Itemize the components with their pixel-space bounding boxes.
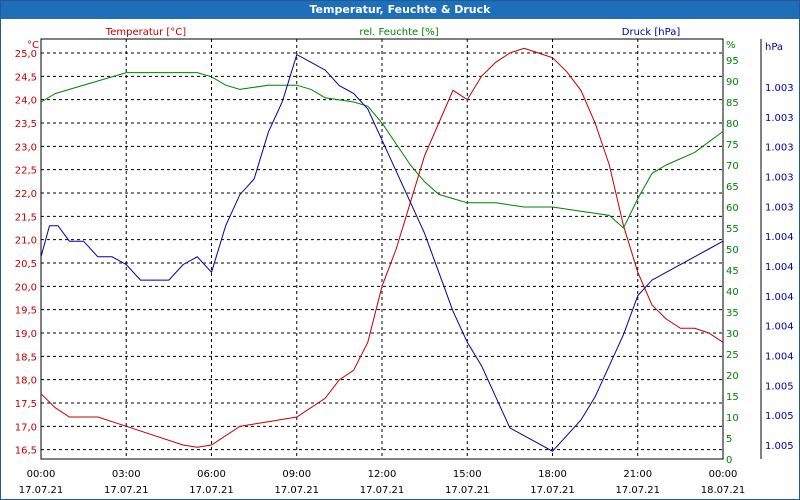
y-left-tick-label: 22,0 <box>15 189 37 200</box>
y-right1-tick-label: 85 <box>726 98 739 109</box>
y-right1-tick-label: 30 <box>726 329 739 340</box>
y-left-tick-label: 24,5 <box>15 72 37 83</box>
y-right2-tick-label: 1.003 <box>765 173 794 184</box>
y-right1-tick-label: 50 <box>726 245 739 256</box>
y-right1-axis-title: rel. Feuchte [%] <box>359 27 438 38</box>
y-right2-tick-label: 1.005 <box>765 411 794 422</box>
y-left-tick-label: 24,0 <box>15 96 37 107</box>
y-right2-tick-label: 1.004 <box>765 292 794 303</box>
y-right1-tick-label: 20 <box>726 371 739 382</box>
x-tick-time-label: 21:00 <box>623 469 652 480</box>
x-tick-date-label: 17.07.21 <box>189 485 234 496</box>
x-tick-date-label: 17.07.21 <box>360 485 405 496</box>
y-left-tick-label: 23,0 <box>15 142 37 153</box>
y-left-tick-label: 25,0 <box>15 49 37 60</box>
x-tick-time-label: 00:00 <box>27 469 56 480</box>
series-line-right1 <box>40 72 724 229</box>
y-right1-unit: % <box>726 40 736 51</box>
y-left-tick-label: 17,5 <box>15 399 37 410</box>
y-right2-tick-label: 1.004 <box>765 322 794 333</box>
y-right2-tick-label: 1.003 <box>765 202 794 213</box>
y-right1-tick-label: 15 <box>726 392 739 403</box>
x-tick-time-label: 03:00 <box>112 469 141 480</box>
y-right2-axis-title: Druck [hPa] <box>622 27 681 38</box>
y-left-tick-label: 20,0 <box>15 282 37 293</box>
x-tick-date-label: 17.07.21 <box>530 485 575 496</box>
y-left-tick-label: 16,5 <box>15 446 37 457</box>
x-tick-date-label: 17.07.21 <box>615 485 660 496</box>
y-left-tick-label: 23,5 <box>15 119 37 130</box>
series-line-right2 <box>40 53 724 452</box>
y-right1-tick-label: 45 <box>726 266 739 277</box>
y-right1-tick-label: 65 <box>726 182 739 193</box>
y-left-tick-label: 20,5 <box>15 259 37 270</box>
y-right2-tick-label: 1.004 <box>765 352 794 363</box>
y-right1-tick-label: 95 <box>726 56 739 67</box>
y-right1-tick-label: 40 <box>726 287 739 298</box>
y-right1-tick-label: 60 <box>726 203 739 214</box>
x-tick-time-label: 09:00 <box>282 469 311 480</box>
x-tick-time-label: 00:00 <box>709 469 738 480</box>
y-right2-tick-label: 1.004 <box>765 262 794 273</box>
y-right1-tick-label: 10 <box>726 413 739 424</box>
x-tick-time-label: 12:00 <box>368 469 397 480</box>
x-tick-date-label: 17.07.21 <box>445 485 490 496</box>
y-right2-tick-label: 1.003 <box>765 143 794 154</box>
x-tick-date-label: 17.07.21 <box>274 485 319 496</box>
y-right2-tick-label: 1.005 <box>765 441 794 452</box>
x-tick-time-label: 15:00 <box>453 469 482 480</box>
y-left-tick-label: 18,0 <box>15 376 37 387</box>
y-right2-tick-label: 1.004 <box>765 232 794 243</box>
x-tick-time-label: 18:00 <box>538 469 567 480</box>
y-left-tick-label: 19,0 <box>15 329 37 340</box>
y-left-tick-label: 18,5 <box>15 352 37 363</box>
y-right2-unit: hPa <box>765 42 783 53</box>
y-right2-tick-label: 1.005 <box>765 381 794 392</box>
y-right2-tick-label: 1.003 <box>765 113 794 124</box>
y-right1-tick-label: 80 <box>726 119 739 130</box>
y-right1-tick-label: 90 <box>726 77 739 88</box>
x-tick-date-label: 17.07.21 <box>19 485 64 496</box>
y-left-tick-label: 22,5 <box>15 166 37 177</box>
y-left-unit: °C <box>27 40 39 51</box>
y-right1-tick-label: 0 <box>726 455 732 466</box>
y-left-tick-label: 17,0 <box>15 422 37 433</box>
y-left-tick-label: 19,5 <box>15 306 37 317</box>
x-tick-time-label: 06:00 <box>197 469 226 480</box>
y-right1-tick-label: 55 <box>726 224 739 235</box>
window-title: Temperatur, Feuchte & Druck <box>1 1 799 19</box>
y-right2-tick-label: 1.003 <box>765 83 794 94</box>
series-line-left <box>40 47 724 448</box>
y-left-tick-label: 21,0 <box>15 236 37 247</box>
y-right1-tick-label: 35 <box>726 308 739 319</box>
y-left-axis-title: Temperatur [°C] <box>105 27 186 38</box>
y-right1-tick-label: 25 <box>726 350 739 361</box>
x-tick-date-label: 17.07.21 <box>104 485 149 496</box>
y-right1-tick-label: 70 <box>726 161 739 172</box>
y-left-tick-label: 21,5 <box>15 212 37 223</box>
y-right1-tick-label: 75 <box>726 140 739 151</box>
y-right1-tick-label: 5 <box>726 434 732 445</box>
x-tick-date-label: 18.07.21 <box>701 485 746 496</box>
plot-frame <box>40 38 724 460</box>
